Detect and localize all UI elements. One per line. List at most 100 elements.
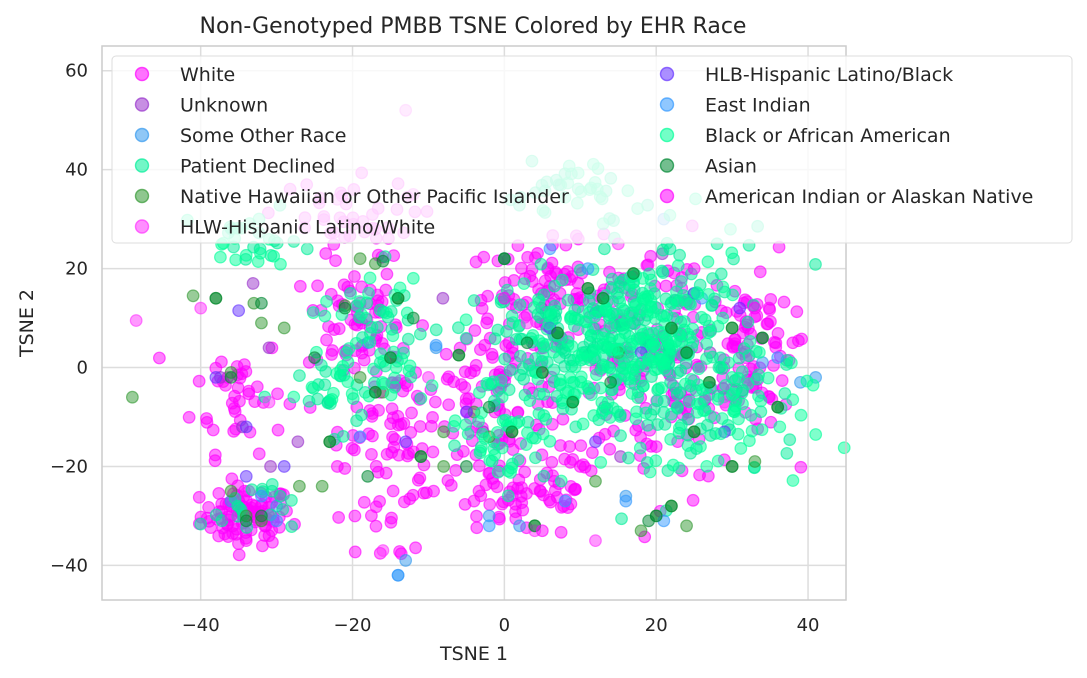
data-point [664,298,678,311]
data-point [603,411,617,424]
data-point [452,348,466,362]
y-axis-label: TSNE 2 [16,289,38,358]
data-point [581,281,595,295]
data-point [756,331,769,345]
x-tick-label: 40 [797,615,820,636]
data-point [645,340,659,353]
data-point [643,465,657,479]
data-point [588,310,602,324]
data-point [348,545,362,559]
data-point [439,347,453,361]
data-point [601,360,615,374]
data-point [427,484,440,498]
data-point [694,440,707,453]
data-point [800,374,814,388]
data-point [735,365,749,379]
data-point [691,287,705,301]
series-6 [209,286,747,483]
data-point [589,534,602,548]
data-point [319,247,333,260]
data-point [588,343,601,357]
data-point [250,380,264,394]
data-point [603,319,617,333]
data-point [515,481,528,494]
data-point [426,445,440,459]
data-point [449,463,463,477]
data-point [291,435,305,449]
data-point [482,519,496,533]
data-point [594,381,608,395]
data-point [338,301,352,315]
data-point [687,425,701,439]
chart-title: Non-Genotyped PMBB TSNE Colored by EHR R… [200,14,747,39]
data-point [270,514,284,528]
data-point [342,342,356,355]
data-point [690,405,704,419]
data-point [384,515,398,529]
data-point [554,474,568,488]
data-point [700,459,714,473]
data-point [773,420,787,434]
data-point [633,441,647,455]
data-point [277,321,291,335]
data-point [535,524,549,538]
data-point [437,425,451,439]
data-point [459,418,473,432]
data-point [622,451,635,465]
data-point [670,285,683,299]
legend-marker [659,127,675,143]
data-point [361,469,375,483]
y-tick-label: −20 [50,456,88,477]
data-point [287,390,301,404]
data-point [576,417,590,431]
data-point [642,514,656,528]
data-point [480,376,494,390]
data-point [716,311,730,325]
data-point [496,414,510,428]
tick-labels: −40 −20 0 20 40 −40 −20 0 20 40 60 [50,61,819,636]
data-point [513,298,527,312]
data-point [209,291,223,305]
data-point [545,455,559,469]
data-point [486,351,500,364]
data-point [325,348,339,361]
data-point [527,301,541,314]
data-point [561,384,575,398]
data-point [237,358,251,371]
data-point [701,255,715,269]
data-point [520,336,534,350]
legend-label: Unknown [180,95,268,117]
data-point [518,465,532,479]
data-point [561,293,575,307]
data-point [391,568,405,582]
data-point [672,461,686,475]
data-point [200,415,214,429]
data-point [448,414,462,428]
data-point [809,428,823,441]
data-point [674,364,688,378]
data-point [467,294,481,307]
data-point [665,407,678,421]
data-point [686,322,700,336]
data-point [470,521,484,535]
data-point [429,323,443,337]
data-point [743,434,756,448]
data-point [536,427,550,441]
data-point [587,409,601,422]
data-point [473,386,486,399]
data-point [741,315,755,329]
data-point [741,377,755,391]
data-point [603,442,617,456]
data-point [334,363,348,377]
legend-marker [134,127,150,143]
data-point [399,554,413,567]
data-point [490,425,504,439]
data-point [152,351,166,365]
data-point [589,368,603,382]
data-point [192,374,206,388]
data-point [582,294,596,308]
data-point [239,248,253,262]
data-point [274,257,287,271]
data-point [345,387,359,401]
data-point [725,321,739,335]
